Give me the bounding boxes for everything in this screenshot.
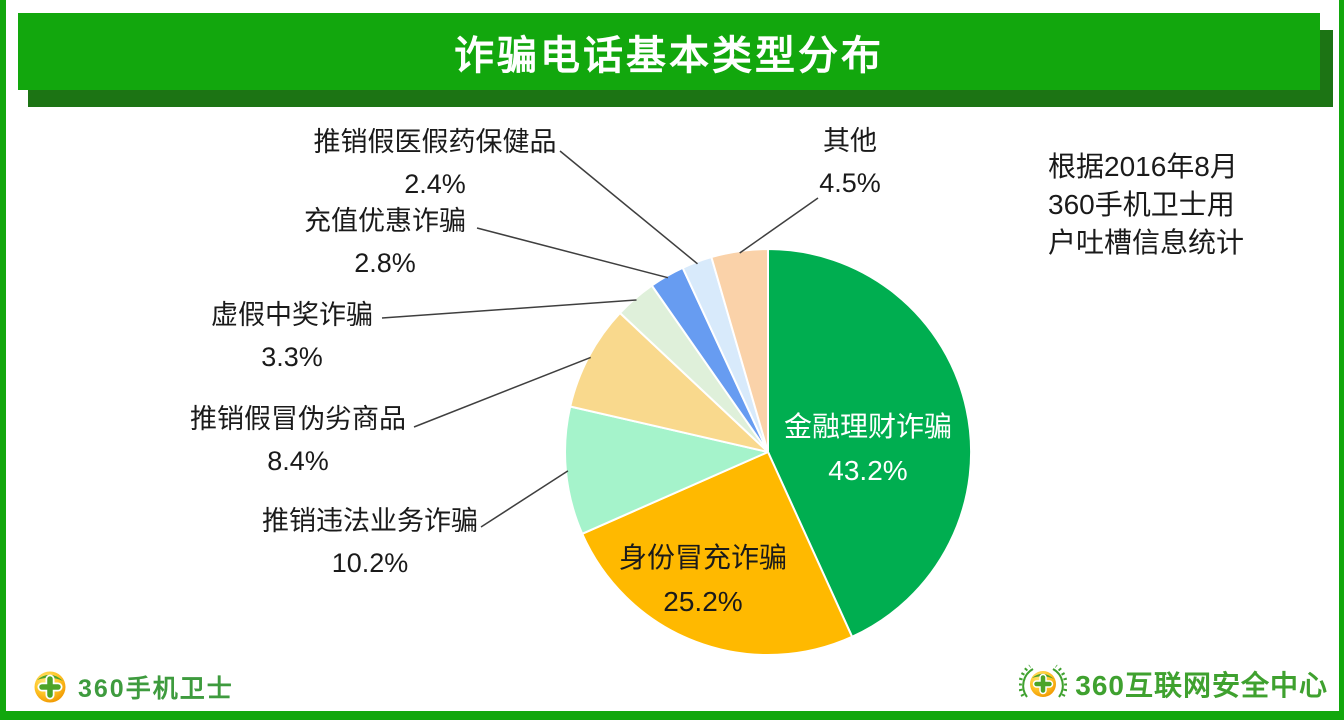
- footer-left-brand: 360手机卫士: [78, 675, 234, 703]
- pie-slice-2: [564, 405, 769, 535]
- pie-label-name-1: 身份冒充诈骗: [618, 542, 788, 573]
- pie-slice-0: [767, 248, 973, 638]
- pie-label-name-0: 金融理财诈骗: [783, 411, 953, 442]
- 360-ball-wreath-logo-icon: [1019, 664, 1068, 698]
- leader-line-5: [476, 227, 669, 279]
- bottom-bar: [0, 711, 1344, 720]
- page-title: 诈骗电话基本类型分布: [454, 33, 884, 78]
- 360-ball-cross-logo-icon: [34, 671, 66, 703]
- pie-label-1: 身份冒充诈骗 25.2%: [619, 536, 787, 624]
- pie-label-percent-2: 10.2%: [331, 548, 409, 578]
- pie-label-name-4: 虚假中奖诈骗: [211, 300, 373, 330]
- pie-label-name-3: 推销假冒伪劣商品: [190, 404, 406, 434]
- footer-right: 360互联网安全中心: [1019, 660, 1328, 708]
- pie-label-name-7: 其他: [822, 126, 877, 156]
- footer-right-brand: 360互联网安全中心: [1075, 670, 1328, 701]
- pie-label-4: 虚假中奖诈骗 3.3%: [211, 294, 373, 378]
- pie-label-percent-7: 4.5%: [819, 168, 881, 198]
- left-border: [0, 0, 6, 720]
- pie-label-percent-4: 3.3%: [261, 342, 323, 372]
- pie-label-3: 推销假冒伪劣商品 8.4%: [190, 398, 406, 482]
- leader-line-3: [413, 356, 591, 428]
- pie-label-6: 推销假医假药保健品 2.4%: [314, 121, 557, 205]
- pie-label-2: 推销违法业务诈骗 10.2%: [262, 500, 478, 584]
- right-border: [1339, 0, 1344, 720]
- pie-label-percent-3: 8.4%: [267, 446, 329, 476]
- pie-label-percent-6: 2.4%: [404, 169, 466, 199]
- pie-label-7: 其他 4.5%: [819, 120, 881, 204]
- pie-slice-1: [581, 451, 854, 656]
- pie-label-percent-1: 25.2%: [663, 586, 743, 617]
- pie-slice-7: [710, 248, 769, 453]
- pie-label-name-2: 推销违法业务诈骗: [262, 506, 478, 536]
- pie-label-percent-0: 43.2%: [828, 455, 908, 486]
- pie-label-name-6: 推销假医假药保健品: [313, 127, 557, 157]
- pie-slice-3: [569, 312, 769, 453]
- pie-label-0: 金融理财诈骗 43.2%: [784, 405, 952, 493]
- leader-line-7: [739, 197, 819, 254]
- pie-label-5: 充值优惠诈骗 2.8%: [304, 200, 466, 284]
- footer-left: 360手机卫士: [32, 666, 234, 708]
- leader-line-2: [480, 470, 569, 528]
- pie-label-name-5: 充值优惠诈骗: [304, 206, 466, 236]
- source-note: 根据2016年8月 360手机卫士用 户吐槽信息统计: [1048, 151, 1245, 258]
- leader-line-6: [559, 150, 698, 265]
- title-banner: 诈骗电话基本类型分布: [18, 13, 1320, 90]
- pie-label-percent-5: 2.8%: [354, 248, 416, 278]
- leader-line-4: [381, 299, 637, 319]
